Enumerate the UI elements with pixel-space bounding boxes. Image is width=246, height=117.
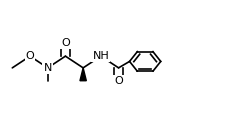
Text: N: N — [44, 63, 52, 73]
Text: O: O — [26, 51, 34, 61]
Text: O: O — [114, 76, 123, 86]
Text: O: O — [61, 38, 70, 48]
Text: NH: NH — [92, 51, 109, 61]
Polygon shape — [80, 68, 86, 81]
